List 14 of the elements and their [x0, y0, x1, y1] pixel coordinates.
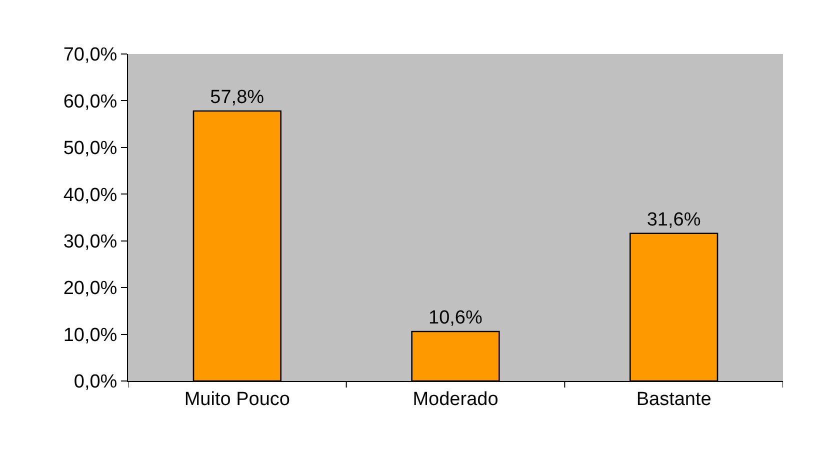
data-label: 57,8% — [210, 86, 264, 108]
y-tick-label: 70,0% — [63, 44, 118, 66]
x-tick-label: Bastante — [636, 388, 712, 410]
y-tick-label: 10,0% — [63, 324, 118, 346]
y-tick-label: 0,0% — [74, 372, 118, 393]
y-tick-label: 50,0% — [63, 138, 118, 160]
y-tick-label: 40,0% — [63, 184, 118, 206]
y-tick-label: 20,0% — [63, 278, 118, 300]
y-tick-label: 30,0% — [63, 232, 118, 253]
x-tick-label: Moderado — [412, 388, 498, 410]
y-tick-label: 60,0% — [63, 91, 118, 112]
data-label: 31,6% — [646, 209, 701, 230]
x-tick-label: Muito Pouco — [184, 388, 290, 410]
data-label: 10,6% — [428, 307, 482, 328]
